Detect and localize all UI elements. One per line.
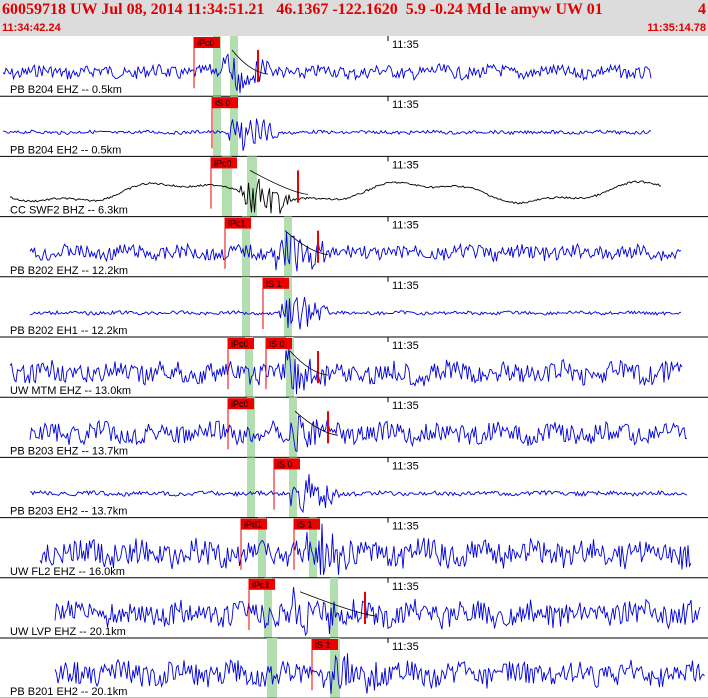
pick-tag-label: iS 0 (277, 459, 293, 469)
pick-window-4-1 (284, 276, 292, 337)
pick-tag (294, 518, 320, 530)
pick-window-8-0 (258, 517, 266, 578)
time-tick-label: 11:35 (392, 400, 419, 412)
waveform-trace (39, 523, 692, 575)
pick-tag (312, 639, 338, 650)
waveform-trace (10, 178, 662, 214)
pick-tag-label: iPc0 (197, 38, 215, 48)
pick-tag (228, 338, 254, 349)
time-tick-label: 11:35 (392, 280, 419, 292)
trace-label: PB B203 EH2 -- 13.7km (10, 506, 127, 518)
event-title: 60059718 UW Jul 08, 2014 11:34:51.21 46.… (2, 1, 603, 18)
pick-tag (228, 398, 254, 410)
trace-label: PB B204 EH2 -- 0.5km (10, 144, 121, 156)
trace-panel[interactable]: 11:35 iPc0 PB B204 EHZ -- 0.5km 11:35 iS 0 PB… (0, 36, 708, 698)
event-header: 60059718 UW Jul 08, 2014 11:34:51.21 46.… (0, 0, 708, 36)
time-tick-label: 11:35 (392, 641, 419, 653)
trace-label: UW FL2 EHZ -- 16.0km (10, 566, 125, 578)
time-tick-label: 11:35 (392, 159, 419, 171)
window-start-time: 11:34:42.24 (2, 22, 61, 34)
pick-tag-label: iS 1 (315, 640, 331, 650)
trace-label: PB B202 EHZ -- 12.2km (10, 265, 128, 277)
pick-tag-label: iPc1 (252, 580, 270, 590)
pick-tag-label: iPc0 (214, 158, 232, 168)
coda-curve (299, 591, 376, 617)
time-tick-label: 11:35 (392, 581, 419, 593)
coda-curve (249, 170, 309, 195)
time-tick-label: 11:35 (392, 340, 419, 352)
pick-tag-label: iPc1 (228, 219, 246, 229)
time-tick-label: 11:35 (392, 460, 419, 472)
trace-label: PB B202 EH1 -- 12.2km (10, 325, 127, 337)
pick-window-7-1 (289, 457, 297, 518)
waveform-trace (29, 231, 682, 272)
trace-label: PB B203 EHZ -- 13.7km (10, 445, 128, 457)
coda-curve (231, 49, 269, 75)
pick-window-5-0 (245, 337, 253, 398)
waveform-trace (54, 587, 701, 637)
pick-window-6-1 (289, 397, 297, 458)
trace-label: UW MTM EHZ -- 13.0km (10, 385, 131, 397)
coda-curve (284, 230, 329, 256)
pick-tag (274, 458, 300, 470)
pick-tag-label: iS 1 (266, 279, 282, 289)
waveform-trace (3, 118, 652, 151)
pick-tag (211, 157, 237, 169)
coda-curve (294, 410, 339, 436)
trace-label: PB B201 EH2 -- 20.1km (10, 686, 127, 698)
pick-tag (241, 518, 267, 530)
pick-window-3-1 (284, 216, 292, 277)
pick-tag (266, 338, 292, 349)
pick-window-2-1 (247, 156, 257, 217)
pick-window-1-0 (213, 96, 221, 157)
waveform-trace (29, 474, 688, 514)
waveform-trace (9, 348, 683, 395)
trace-label: PB B204 EHZ -- 0.5km (10, 84, 122, 96)
pick-window-8-1 (309, 517, 317, 578)
pick-tag-label: iPd1 (244, 520, 262, 530)
waveform-trace (29, 415, 688, 452)
pick-tag-label: iS 1 (297, 520, 313, 530)
trace-label: UW LVP EHZ -- 20.1km (10, 626, 126, 638)
pick-window-7-0 (247, 457, 255, 518)
pick-tag (212, 97, 238, 109)
time-tick-label: 11:35 (392, 39, 419, 51)
time-tick-label: 11:35 (392, 521, 419, 533)
pick-window-0-0 (213, 36, 221, 97)
pick-tag (194, 37, 220, 48)
waveform-trace (54, 653, 705, 694)
pick-tag-label: iS 0 (269, 339, 285, 349)
pick-window-9-0 (264, 577, 272, 638)
pick-tag-label: iPc0 (231, 339, 249, 349)
event-title-overflow: 4 (698, 1, 706, 18)
window-end-time: 11:35:14.78 (647, 22, 706, 34)
pick-window-5-1 (286, 337, 294, 398)
waveform-trace (29, 297, 682, 330)
pick-window-4-0 (242, 276, 250, 337)
pick-tag-label: iS 0 (215, 98, 231, 108)
pick-window-2-0 (222, 156, 232, 217)
trace-label: CC SWF2 BHZ -- 6.3km (10, 205, 128, 217)
pick-tag (225, 217, 251, 229)
pick-tag (249, 578, 275, 590)
pick-tag (263, 277, 289, 289)
pick-window-10-0 (267, 638, 277, 698)
time-tick-label: 11:35 (392, 99, 419, 111)
coda-curve (289, 350, 329, 376)
time-tick-label: 11:35 (392, 220, 419, 232)
pick-tag-label: iPc0 (231, 399, 249, 409)
pick-window-6-0 (247, 397, 255, 458)
waveform-trace (2, 53, 652, 94)
